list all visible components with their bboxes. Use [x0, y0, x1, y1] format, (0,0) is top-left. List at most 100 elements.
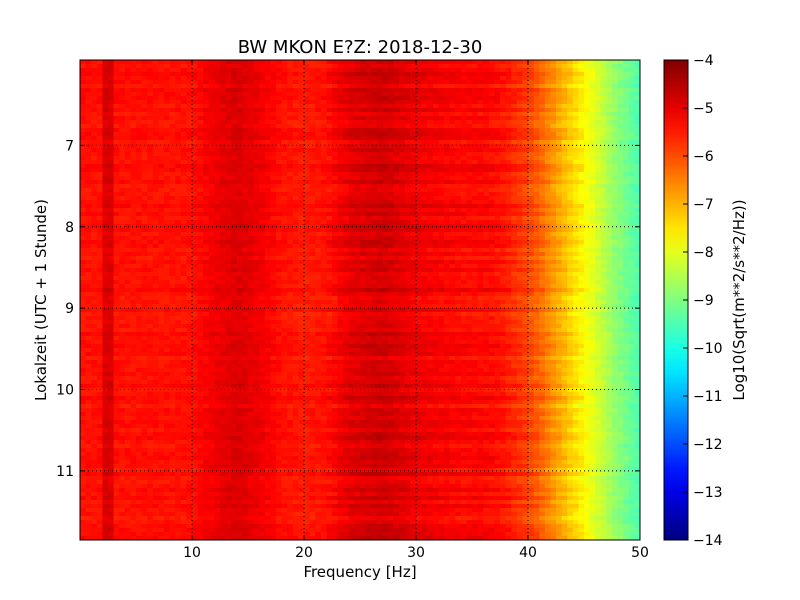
heatmap-cell	[483, 136, 490, 141]
heatmap-cell	[472, 108, 478, 113]
heatmap-cell	[600, 84, 607, 89]
heatmap-cell	[449, 208, 456, 213]
heatmap-cell	[360, 148, 366, 153]
heatmap-cell	[80, 236, 86, 241]
heatmap-cell	[287, 172, 294, 177]
heatmap-cell	[376, 80, 383, 85]
heatmap-cell	[460, 68, 467, 73]
heatmap-cell	[488, 240, 495, 245]
heatmap-cell	[287, 224, 294, 229]
heatmap-cell	[511, 132, 518, 137]
heatmap-cell	[561, 124, 568, 129]
heatmap-cell	[158, 88, 165, 93]
heatmap-cell	[589, 84, 596, 89]
heatmap-cell	[399, 156, 406, 161]
heatmap-cell	[309, 64, 316, 69]
heatmap-cell	[270, 208, 277, 213]
heatmap-cell	[270, 228, 277, 233]
heatmap-cell	[147, 68, 154, 73]
heatmap-cell	[136, 176, 142, 181]
heatmap-cell	[130, 184, 137, 189]
heatmap-cell	[572, 80, 579, 85]
heatmap-cell	[164, 92, 170, 97]
heatmap-cell	[600, 140, 607, 145]
heatmap-cell	[371, 124, 378, 129]
heatmap-cell	[85, 152, 92, 157]
heatmap-cell	[298, 228, 305, 233]
heatmap-cell	[578, 96, 585, 101]
heatmap-cell	[584, 120, 590, 125]
heatmap-cell	[332, 96, 338, 101]
heatmap-row	[80, 204, 641, 209]
heatmap-cell	[152, 228, 159, 233]
heatmap-cell	[180, 180, 187, 185]
heatmap-cell	[320, 216, 327, 221]
heatmap-cell	[449, 232, 456, 237]
heatmap-cell	[488, 76, 495, 81]
heatmap-cell	[348, 92, 355, 97]
heatmap-cell	[203, 192, 210, 197]
heatmap-cell	[511, 196, 518, 201]
heatmap-cell	[382, 152, 389, 157]
heatmap-cell	[589, 236, 596, 241]
heatmap-cell	[332, 132, 338, 137]
heatmap-cell	[421, 176, 428, 181]
heatmap-cell	[410, 60, 417, 65]
heatmap-cell	[192, 148, 198, 153]
heatmap-cell	[589, 200, 596, 205]
heatmap-cell	[332, 256, 338, 261]
heatmap-cell	[175, 220, 182, 225]
heatmap-cell	[550, 224, 557, 229]
heatmap-cell	[488, 244, 495, 249]
heatmap-cell	[298, 120, 305, 125]
heatmap-cell	[360, 168, 366, 173]
heatmap-cell	[320, 208, 327, 213]
heatmap-cell	[208, 132, 215, 137]
heatmap-cell	[628, 248, 635, 253]
heatmap-cell	[623, 196, 630, 201]
heatmap-cell	[130, 244, 137, 249]
heatmap-cell	[85, 160, 92, 165]
heatmap-cell	[472, 164, 478, 169]
heatmap-cell	[304, 160, 310, 165]
heatmap-cell	[124, 172, 131, 177]
heatmap-cell	[208, 124, 215, 129]
heatmap-cell	[186, 172, 193, 177]
heatmap-cell	[91, 88, 98, 93]
heatmap-cell	[203, 160, 210, 165]
heatmap-cell	[304, 216, 310, 221]
heatmap-cell	[292, 148, 299, 153]
heatmap-cell	[158, 68, 165, 73]
heatmap-cell	[404, 168, 411, 173]
heatmap-cell	[96, 232, 103, 237]
heatmap-cell	[192, 204, 198, 209]
heatmap-cell	[276, 100, 282, 105]
heatmap-cell	[477, 120, 484, 125]
heatmap-cell	[472, 216, 478, 221]
heatmap-cell	[169, 200, 176, 205]
heatmap-cell	[343, 188, 350, 193]
heatmap-cell	[304, 84, 310, 89]
heatmap-cell	[578, 72, 585, 77]
heatmap-cell	[337, 200, 344, 205]
heatmap-cell	[606, 84, 613, 89]
heatmap-cell	[203, 60, 210, 65]
heatmap-cell	[315, 204, 322, 209]
heatmap-cell	[550, 216, 557, 221]
heatmap-cell	[220, 244, 226, 249]
heatmap-cell	[550, 196, 557, 201]
heatmap-cell	[281, 244, 288, 249]
heatmap-cell	[259, 248, 266, 253]
heatmap-cell	[623, 188, 630, 193]
heatmap-cell	[578, 236, 585, 241]
heatmap-cell	[483, 68, 490, 73]
heatmap-cell	[259, 132, 266, 137]
heatmap-cell	[186, 160, 193, 165]
heatmap-cell	[533, 84, 540, 89]
heatmap-cell	[248, 220, 254, 225]
heatmap-cell	[533, 136, 540, 141]
heatmap-cell	[141, 128, 148, 133]
heatmap-cell	[85, 128, 92, 133]
heatmap-cell	[365, 120, 372, 125]
heatmap-cell	[595, 216, 602, 221]
